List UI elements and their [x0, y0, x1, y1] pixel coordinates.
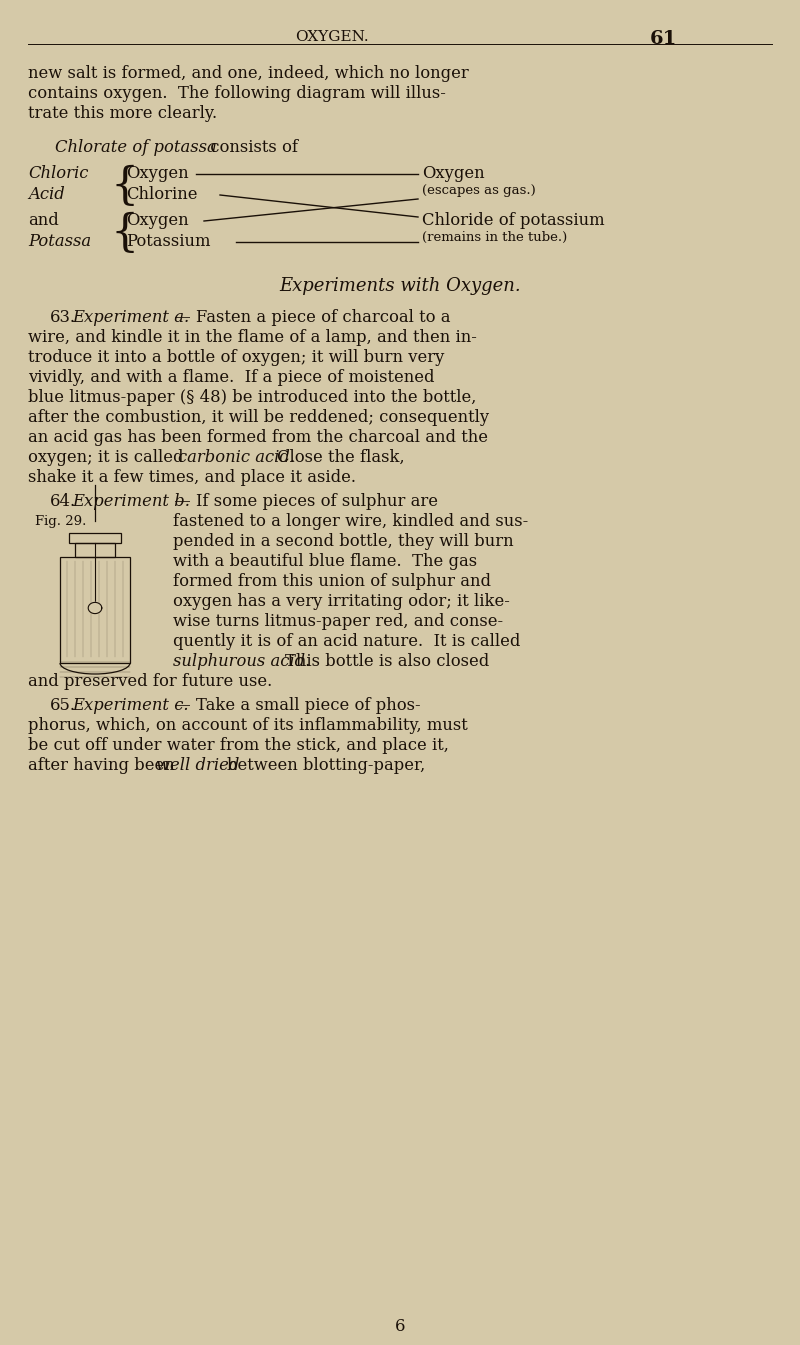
Text: 63.: 63. [50, 309, 76, 325]
Text: after having been: after having been [28, 757, 180, 773]
Bar [75, 543, 115, 557]
Text: Potassium: Potassium [126, 233, 210, 250]
Text: well dried: well dried [156, 757, 239, 773]
Text: Experiment a.: Experiment a. [72, 309, 190, 325]
Text: after the combustion, it will be reddened; consequently: after the combustion, it will be reddene… [28, 409, 489, 426]
Text: sulphurous acid.: sulphurous acid. [173, 654, 310, 670]
Text: This bottle is also closed: This bottle is also closed [285, 654, 490, 670]
Text: Oxygen: Oxygen [126, 165, 189, 182]
Text: Chloride of potassium: Chloride of potassium [422, 213, 605, 229]
Text: Chlorine: Chlorine [126, 186, 198, 203]
Text: formed from this union of sulphur and: formed from this union of sulphur and [173, 573, 491, 590]
Text: and: and [28, 213, 58, 229]
Text: be cut off under water from the stick, and place it,: be cut off under water from the stick, a… [28, 737, 449, 755]
Text: fastened to a longer wire, kindled and sus-: fastened to a longer wire, kindled and s… [173, 512, 528, 530]
Text: vividly, and with a flame.  If a piece of moistened: vividly, and with a flame. If a piece of… [28, 369, 434, 386]
Text: Fig. 29.: Fig. 29. [35, 515, 86, 529]
Text: Chloric: Chloric [28, 165, 88, 182]
Text: (escapes as gas.): (escapes as gas.) [422, 184, 536, 196]
Text: {: { [110, 165, 138, 208]
Text: 65.: 65. [50, 697, 76, 714]
Text: oxygen has a very irritating odor; it like-: oxygen has a very irritating odor; it li… [173, 593, 510, 611]
Text: with a beautiful blue flame.  The gas: with a beautiful blue flame. The gas [173, 553, 477, 570]
Text: contains oxygen.  The following diagram will illus-: contains oxygen. The following diagram w… [28, 85, 446, 102]
Text: Experiments with Oxygen.: Experiments with Oxygen. [279, 277, 521, 295]
Text: wise turns litmus-paper red, and conse-: wise turns litmus-paper red, and conse- [173, 613, 503, 629]
Text: wire, and kindle it in the flame of a lamp, and then in-: wire, and kindle it in the flame of a la… [28, 330, 477, 346]
Text: 64.: 64. [50, 494, 76, 510]
Text: an acid gas has been formed from the charcoal and the: an acid gas has been formed from the cha… [28, 429, 488, 447]
Text: {: { [110, 213, 138, 256]
Polygon shape [88, 603, 102, 613]
Text: Acid: Acid [28, 186, 65, 203]
Text: Close the flask,: Close the flask, [277, 449, 405, 465]
Text: Experiment c.: Experiment c. [72, 697, 189, 714]
Text: shake it a few times, and place it aside.: shake it a few times, and place it aside… [28, 469, 356, 486]
Text: carbonic acid.: carbonic acid. [178, 449, 295, 465]
Text: Potassa: Potassa [28, 233, 91, 250]
Text: and preserved for future use.: and preserved for future use. [28, 672, 272, 690]
Bar [60, 557, 130, 663]
Text: 61: 61 [650, 30, 678, 48]
Text: 6: 6 [394, 1318, 406, 1336]
Text: Oxygen: Oxygen [126, 213, 189, 229]
Text: OXYGEN.: OXYGEN. [295, 30, 369, 44]
Text: Chlorate of potassa: Chlorate of potassa [55, 139, 217, 156]
Text: phorus, which, on account of its inflammability, must: phorus, which, on account of its inflamm… [28, 717, 468, 734]
Text: Oxygen: Oxygen [422, 165, 485, 182]
Text: trate this more clearly.: trate this more clearly. [28, 105, 217, 122]
Text: — Take a small piece of phos-: — Take a small piece of phos- [169, 697, 421, 714]
Text: troduce it into a bottle of oxygen; it will burn very: troduce it into a bottle of oxygen; it w… [28, 348, 444, 366]
Text: new salt is formed, and one, indeed, which no longer: new salt is formed, and one, indeed, whi… [28, 65, 469, 82]
Text: (remains in the tube.): (remains in the tube.) [422, 231, 567, 243]
Text: — If some pieces of sulphur are: — If some pieces of sulphur are [169, 494, 438, 510]
Text: blue litmus-paper (§ 48) be introduced into the bottle,: blue litmus-paper (§ 48) be introduced i… [28, 389, 476, 406]
Text: pended in a second bottle, they will burn: pended in a second bottle, they will bur… [173, 533, 514, 550]
Text: oxygen; it is called: oxygen; it is called [28, 449, 189, 465]
Text: consists of: consists of [205, 139, 298, 156]
Text: Experiment b.: Experiment b. [72, 494, 190, 510]
Text: between blotting-paper,: between blotting-paper, [227, 757, 426, 773]
Text: — Fasten a piece of charcoal to a: — Fasten a piece of charcoal to a [169, 309, 450, 325]
Bar [69, 533, 121, 543]
Text: quently it is of an acid nature.  It is called: quently it is of an acid nature. It is c… [173, 633, 520, 650]
